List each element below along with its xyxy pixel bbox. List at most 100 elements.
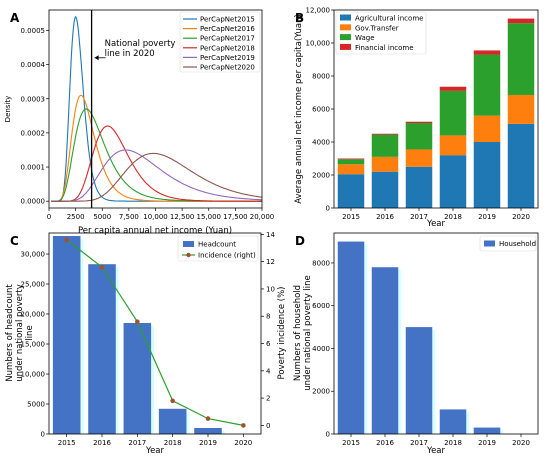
bar-2017 bbox=[405, 327, 433, 434]
bar-2015-0 bbox=[337, 174, 365, 208]
legend-box bbox=[335, 11, 427, 55]
x-tick-label: 15,000 bbox=[197, 213, 222, 221]
bar-2018-1 bbox=[439, 135, 467, 156]
incidence-point-2015 bbox=[64, 237, 69, 243]
legend-label: Wage bbox=[355, 34, 375, 42]
incidence-point-2016 bbox=[99, 264, 105, 270]
bar-2016-1 bbox=[371, 156, 399, 172]
panel-b-x-ticks: 2015 2016 2017 2018 2019 2020 bbox=[342, 208, 530, 221]
bar-2018-2 bbox=[439, 90, 467, 136]
legend-label: PerCapNet2016 bbox=[200, 25, 255, 33]
panel-d-frame bbox=[333, 232, 539, 435]
legend-label: Household bbox=[499, 240, 536, 248]
bar-2019-1 bbox=[473, 115, 501, 142]
panel-d: D 2015 2016 2017 2018 2019 2020 0 2000 4000 6000… bbox=[293, 232, 539, 456]
x-tick-label: 5000 bbox=[93, 213, 111, 221]
x-tick-label: 2018 bbox=[444, 439, 462, 447]
legend-swatch bbox=[484, 240, 495, 247]
x-tick-label: 17,500 bbox=[223, 213, 248, 221]
panel-a: A National povertyline in 2020 0 2500 5000… bbox=[4, 9, 274, 236]
y-tick-label: 10,000 bbox=[21, 371, 46, 379]
legend-label: PerCapNet2020 bbox=[200, 64, 255, 72]
x-tick-label: 2020 bbox=[512, 439, 530, 447]
bar-2018 bbox=[439, 409, 467, 434]
x-tick-label: 2016 bbox=[93, 439, 111, 447]
bar-2018-3 bbox=[439, 86, 467, 91]
y-tick-label: 0.0005 bbox=[21, 27, 46, 35]
y-tick-label: 0 bbox=[326, 431, 330, 439]
annotation-text-1: line in 2020 bbox=[105, 49, 155, 59]
x-tick-label: 2015 bbox=[342, 213, 360, 221]
incidence-point-2018 bbox=[170, 398, 175, 404]
bar-2019 bbox=[473, 427, 501, 434]
y-label-line: line bbox=[25, 325, 35, 340]
y-tick-label: 12,000 bbox=[306, 7, 331, 15]
y-label-text: Numbers of headcountunder national pover… bbox=[5, 284, 35, 382]
y-tick-label: 0 bbox=[41, 431, 45, 439]
y-tick-label: 8000 bbox=[312, 73, 330, 81]
legend-swatch bbox=[340, 14, 351, 21]
legend-box bbox=[179, 11, 261, 73]
panel-b-letter: B bbox=[295, 11, 304, 25]
right-y-tick-label: 0 bbox=[266, 422, 270, 430]
right-y-tick-label: 12 bbox=[266, 258, 275, 266]
x-tick-label: 2019 bbox=[478, 439, 496, 447]
y-tick-label: 30,000 bbox=[21, 251, 46, 259]
right-y-tick-label: 6 bbox=[266, 340, 271, 348]
right-y-tick-label: 2 bbox=[266, 395, 270, 403]
panel-c-right-y-label: Poverty incidence (%) bbox=[277, 287, 287, 380]
panel-c-right-y-ticks: 0 2 4 6 8 10 12 14 bbox=[261, 231, 275, 430]
incidence-line bbox=[66, 239, 244, 426]
y-tick-label: 0.0000 bbox=[21, 198, 46, 206]
bar-2019-2 bbox=[473, 54, 501, 116]
bar-2017-2 bbox=[405, 123, 433, 150]
y-tick-label: 0.0004 bbox=[21, 61, 46, 69]
legend-label: Incidence (right) bbox=[198, 252, 256, 260]
bar-2017 bbox=[123, 323, 152, 434]
annotation-text-0: National poverty bbox=[105, 39, 176, 49]
panel-c-letter: C bbox=[10, 234, 19, 248]
legend-swatch-headcount bbox=[183, 241, 194, 247]
y-tick-label: 0 bbox=[326, 205, 330, 213]
y-tick-label: 0.0001 bbox=[21, 164, 46, 172]
legend-label: PerCapNet2017 bbox=[200, 35, 255, 43]
right-y-tick-label: 8 bbox=[266, 313, 270, 321]
y-tick-label: 4000 bbox=[312, 139, 330, 147]
bar-2018 bbox=[158, 408, 187, 434]
y-tick-label: 0.0002 bbox=[21, 129, 46, 137]
y-tick-label: 6000 bbox=[312, 302, 330, 310]
bar-2016 bbox=[371, 267, 399, 434]
panel-d-letter: D bbox=[295, 234, 305, 248]
x-tick-label: 7,500 bbox=[119, 213, 139, 221]
x-tick-label: 2015 bbox=[58, 439, 76, 447]
legend-label: Agricultural income bbox=[355, 15, 423, 23]
density-curve-4 bbox=[51, 149, 262, 202]
y-tick-label: 25,000 bbox=[21, 281, 46, 289]
panel-b: B 2015 2016 2017 2018 2019 2020 0 2000 4000 6000… bbox=[294, 7, 539, 229]
y-tick-label: 4000 bbox=[312, 345, 330, 353]
y-label-line: Numbers of household bbox=[293, 285, 303, 381]
x-tick-label: 2017 bbox=[410, 439, 428, 447]
poverty-line-annotation: National povertyline in 2020 bbox=[94, 39, 176, 61]
y-tick-label: 0.0003 bbox=[21, 95, 46, 103]
x-tick-label: 2019 bbox=[478, 213, 496, 221]
y-label-line: under national poverty bbox=[15, 284, 25, 381]
incidence-point-2017 bbox=[135, 319, 140, 324]
right-y-tick-label: 10 bbox=[266, 285, 275, 293]
panel-a-curves bbox=[51, 15, 263, 202]
right-y-tick-label: 14 bbox=[266, 231, 275, 239]
panel-c: C 2015 2016 2017 2018 2019 2020 0 5000 10,000 15… bbox=[5, 231, 287, 456]
x-tick-label: 2020 bbox=[512, 213, 530, 221]
x-tick-label: 2018 bbox=[164, 439, 182, 447]
bar-2015-1 bbox=[337, 164, 365, 175]
panel-b-y-label: Average annual net income per capita(Yua… bbox=[294, 14, 304, 204]
panel-a-legend: PerCapNet2015PerCapNet2016PerCapNet2017P… bbox=[179, 11, 261, 73]
y-label-text: Numbers of householdunder national pover… bbox=[293, 275, 313, 391]
bar-2020-3 bbox=[507, 18, 535, 24]
bar-2015-2 bbox=[337, 159, 365, 165]
legend-box bbox=[479, 235, 537, 252]
legend-label: PerCapNet2018 bbox=[200, 44, 255, 52]
x-tick-label: 2018 bbox=[444, 213, 462, 221]
legend-swatch bbox=[340, 24, 351, 31]
